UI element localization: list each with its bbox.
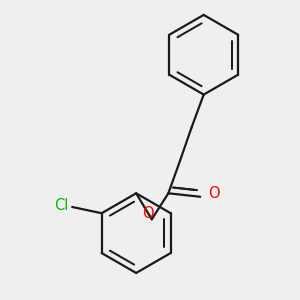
Text: Cl: Cl [54, 198, 68, 213]
Text: O: O [208, 187, 220, 202]
Text: O: O [142, 206, 153, 221]
